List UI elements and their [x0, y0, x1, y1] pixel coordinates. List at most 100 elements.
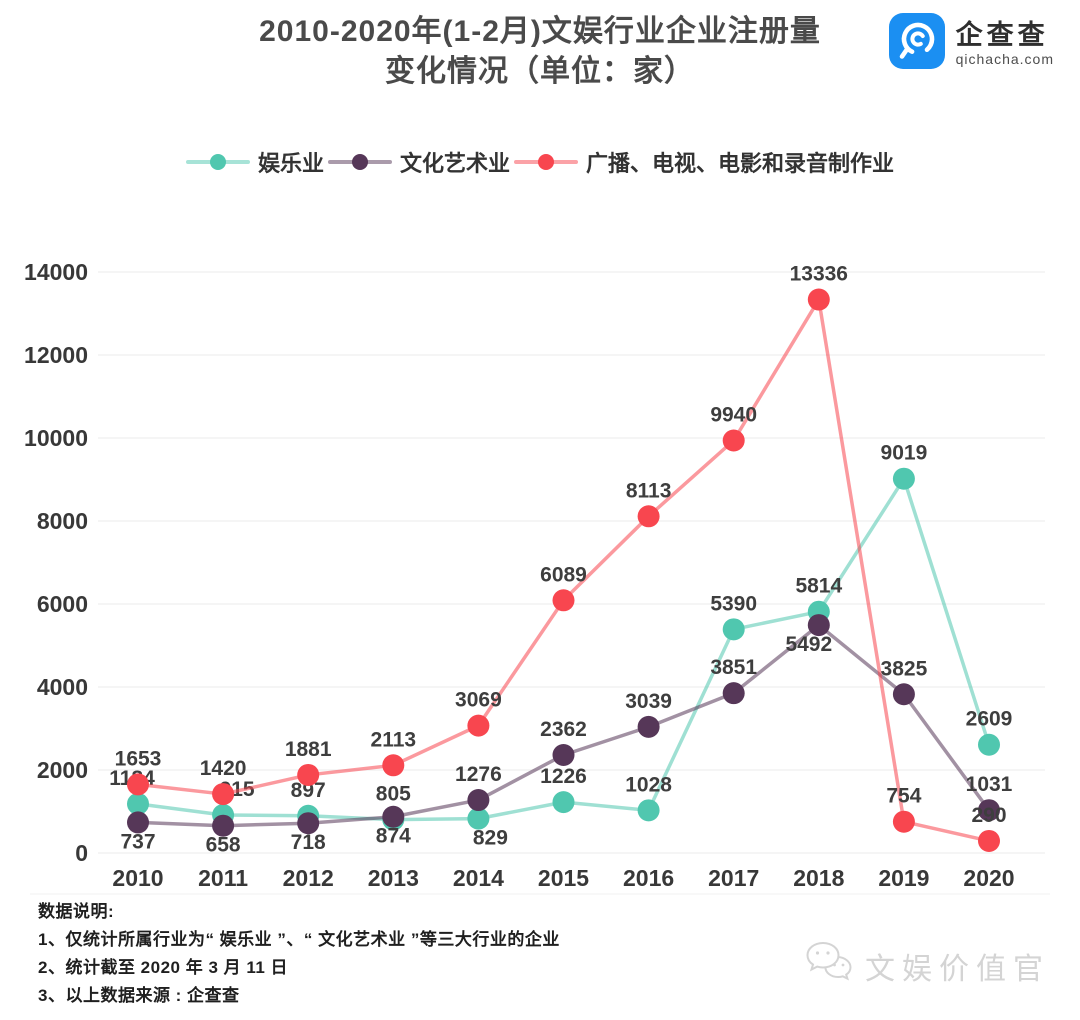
data-point[interactable]	[127, 811, 149, 834]
legend-label: 文化艺术业	[399, 151, 510, 176]
notes-heading: 数据说明:	[38, 902, 115, 921]
y-axis-tick: 8000	[37, 508, 88, 534]
y-axis-tick: 10000	[24, 425, 88, 451]
data-label: 9019	[881, 442, 928, 465]
legend-label: 娱乐业	[257, 151, 324, 176]
data-point[interactable]	[297, 812, 320, 835]
legend-marker-icon	[185, 154, 250, 170]
data-point[interactable]	[637, 799, 660, 822]
data-point[interactable]	[722, 618, 745, 641]
data-label: 3069	[455, 689, 502, 712]
data-label: 718	[291, 831, 326, 854]
data-point[interactable]	[978, 799, 1000, 822]
data-label: 1028	[625, 773, 672, 796]
data-label: 3825	[881, 657, 928, 680]
data-label: 1226	[540, 765, 587, 788]
qichacha-logo-icon	[888, 12, 946, 75]
x-axis-label: 2016	[623, 865, 674, 891]
title-line-1: 2010-2020年(1-2月)文娱行业企业注册量	[259, 15, 821, 48]
data-point[interactable]	[467, 714, 490, 737]
y-axis-tick: 14000	[24, 259, 88, 285]
y-axis-tick: 2000	[37, 757, 88, 783]
y-axis-tick: 6000	[37, 591, 88, 617]
x-axis-label: 2014	[453, 865, 504, 891]
chart-legend: 娱乐业 文化艺术业 广播、电视、电影和录音制作业	[0, 146, 1080, 178]
data-point[interactable]	[637, 505, 660, 528]
data-label: 2113	[371, 728, 417, 751]
data-point[interactable]	[978, 829, 1000, 852]
legend-marker-icon	[327, 154, 392, 170]
legend-marker-icon	[514, 154, 578, 170]
data-label: 8113	[626, 479, 672, 502]
legend-label: 广播、电视、电影和录音制作业	[586, 151, 895, 176]
data-point[interactable]	[978, 733, 1000, 756]
data-point[interactable]	[212, 783, 235, 806]
qichacha-logo: 企查查 qichacha.com	[888, 12, 1054, 75]
x-axis-label: 2010	[112, 865, 163, 891]
data-point[interactable]	[892, 810, 915, 833]
data-label: 2609	[966, 708, 1013, 731]
x-axis-label: 2011	[198, 865, 248, 891]
page-title: 2010-2020年(1-2月)文娱行业企业注册量 变化情况（单位：家）	[0, 12, 1080, 92]
x-axis-label: 2017	[708, 865, 759, 891]
logo-brand-name: 企查查	[955, 19, 1049, 50]
data-label: 9940	[710, 403, 757, 426]
data-point[interactable]	[127, 792, 149, 815]
data-point[interactable]	[892, 467, 915, 490]
y-axis-tick: 4000	[37, 674, 88, 700]
data-point[interactable]	[467, 807, 490, 830]
x-axis-label: 2020	[963, 865, 1014, 891]
note-line: 3、以上数据来源 : 企查查	[38, 986, 240, 1005]
data-label: 737	[120, 830, 155, 853]
data-label: 1881	[285, 738, 332, 761]
data-point[interactable]	[552, 743, 575, 766]
data-point[interactable]	[892, 683, 915, 706]
legend-item-2[interactable]: 广播、电视、电影和录音制作业	[514, 146, 894, 178]
data-point[interactable]	[467, 789, 490, 812]
x-axis-label: 2013	[368, 865, 419, 891]
x-axis-label: 2019	[878, 865, 929, 891]
x-axis-label: 2018	[793, 865, 844, 891]
legend-item-0[interactable]: 娱乐业	[185, 146, 324, 178]
data-label: 1276	[455, 763, 502, 786]
watermark-text: 文娱价值官	[865, 953, 1050, 986]
data-label: 897	[291, 779, 326, 802]
data-label: 3851	[710, 656, 757, 679]
data-point[interactable]	[722, 429, 745, 452]
data-label: 829	[473, 827, 508, 850]
x-axis-label: 2015	[538, 865, 589, 891]
data-label: 3039	[625, 690, 672, 713]
x-axis-label: 2012	[283, 865, 334, 891]
data-label: 658	[206, 834, 241, 857]
data-point[interactable]	[552, 589, 575, 612]
qichacha-logo-text: 企查查 qichacha.com	[956, 20, 1054, 68]
watermark: 文娱价值官	[805, 940, 1050, 992]
note-line: 2、统计截至 2020 年 3 月 11 日	[38, 958, 289, 977]
data-label: 805	[376, 783, 411, 806]
data-point[interactable]	[382, 805, 405, 828]
legend-item-1[interactable]: 文化艺术业	[327, 146, 510, 178]
wechat-icon	[805, 940, 855, 992]
data-label: 290	[971, 804, 1006, 827]
data-point[interactable]	[552, 791, 575, 814]
data-point[interactable]	[637, 715, 660, 738]
data-point[interactable]	[382, 754, 405, 777]
data-notes: 数据说明: 1、仅统计所属行业为“ 娱乐业 ”、“ 文化艺术业 ”等三大行业的企…	[38, 898, 560, 1010]
note-line: 1、仅统计所属行业为“ 娱乐业 ”、“ 文化艺术业 ”等三大行业的企业	[38, 930, 560, 949]
logo-domain: qichacha.com	[955, 50, 1054, 67]
data-label: 1653	[115, 747, 162, 770]
data-label: 5492	[785, 633, 832, 656]
data-label: 6089	[540, 563, 587, 586]
data-label: 2362	[540, 718, 587, 741]
data-point[interactable]	[722, 682, 745, 705]
data-point[interactable]	[127, 773, 149, 796]
y-axis-tick: 12000	[24, 342, 88, 368]
y-axis-tick: 0	[75, 840, 88, 866]
data-label: 874	[376, 825, 411, 848]
data-point[interactable]	[212, 814, 235, 837]
data-point[interactable]	[807, 288, 830, 311]
data-label: 5390	[710, 592, 757, 615]
data-point[interactable]	[807, 614, 830, 637]
data-point[interactable]	[297, 763, 320, 786]
